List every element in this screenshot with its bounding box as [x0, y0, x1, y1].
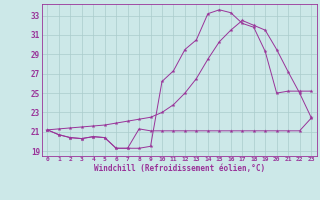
- X-axis label: Windchill (Refroidissement éolien,°C): Windchill (Refroidissement éolien,°C): [94, 164, 265, 173]
